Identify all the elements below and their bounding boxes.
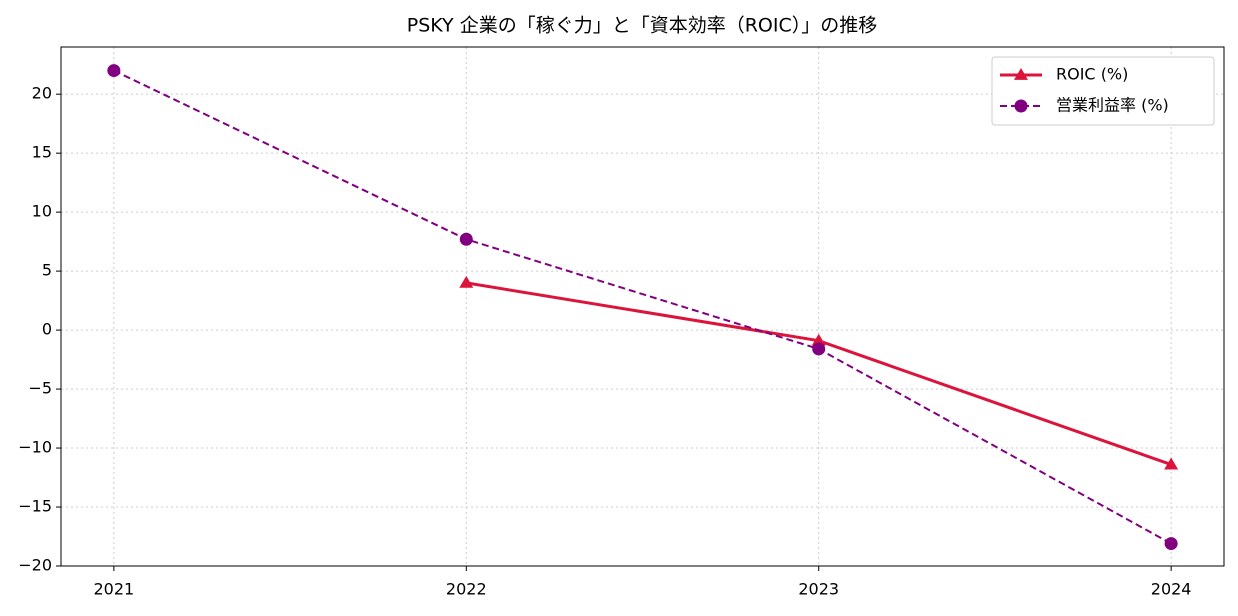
y-tick-label: −15 xyxy=(18,497,52,516)
y-tick-label: 15 xyxy=(32,143,52,162)
chart-title: PSKY 企業の「稼ぐ力」と「資本効率（ROIC）」の推移 xyxy=(407,15,877,37)
series-line xyxy=(113,69,1172,545)
legend-label: ROIC (%) xyxy=(1056,65,1128,84)
x-tick-label: 2021 xyxy=(94,580,135,599)
data-point xyxy=(1164,537,1178,551)
data-point xyxy=(812,342,826,356)
legend-label: 営業利益率 (%) xyxy=(1056,96,1169,115)
y-tick-label: −10 xyxy=(18,438,52,457)
legend-box xyxy=(991,56,1215,126)
data-point xyxy=(459,232,473,246)
legend-marker xyxy=(1014,68,1028,80)
y-tick-label: 20 xyxy=(32,84,52,103)
data-point xyxy=(811,333,826,346)
y-tick-label: 5 xyxy=(42,261,52,280)
y-tick-label: −20 xyxy=(18,556,52,575)
y-tick-label: −5 xyxy=(28,379,52,398)
data-point xyxy=(459,275,474,288)
data-point xyxy=(107,64,121,78)
x-tick-label: 2024 xyxy=(1151,580,1192,599)
y-tick-label: 0 xyxy=(42,320,52,339)
y-tick-label: 10 xyxy=(32,202,52,221)
x-tick-label: 2022 xyxy=(446,580,487,599)
x-tick-label: 2023 xyxy=(798,580,839,599)
data-point xyxy=(1164,457,1179,470)
legend-marker xyxy=(1014,99,1028,113)
plot-frame xyxy=(60,46,1225,567)
